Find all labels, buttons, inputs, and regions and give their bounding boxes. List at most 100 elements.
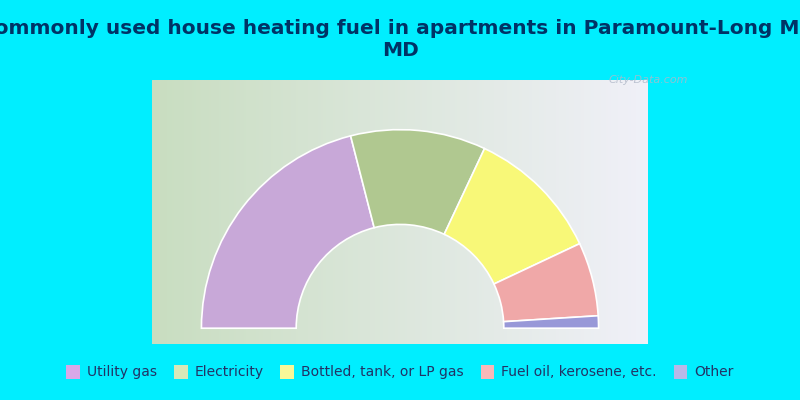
Bar [308, 80, 310, 344]
Bar [479, 80, 482, 344]
Bar [544, 80, 546, 344]
Bar [182, 80, 184, 344]
Wedge shape [494, 244, 598, 322]
Bar [154, 80, 157, 344]
Bar [636, 80, 638, 344]
Bar [405, 80, 407, 344]
Bar [517, 80, 519, 344]
Bar [368, 80, 370, 344]
Bar [628, 80, 631, 344]
Bar [157, 80, 159, 344]
Text: City-Data.com: City-Data.com [609, 75, 688, 85]
Bar [202, 80, 204, 344]
Bar [276, 80, 278, 344]
Bar [209, 80, 211, 344]
Bar [490, 80, 492, 344]
Bar [594, 80, 596, 344]
Bar [606, 80, 609, 344]
Bar [410, 80, 413, 344]
Bar [638, 80, 641, 344]
Bar [546, 80, 549, 344]
Bar [323, 80, 326, 344]
Bar [609, 80, 611, 344]
Bar [430, 80, 432, 344]
Bar [450, 80, 452, 344]
Bar [179, 80, 182, 344]
Bar [551, 80, 554, 344]
Bar [581, 80, 584, 344]
Bar [506, 80, 510, 344]
Bar [420, 80, 422, 344]
Bar [603, 80, 606, 344]
Bar [152, 80, 154, 344]
Bar [326, 80, 328, 344]
Bar [504, 80, 506, 344]
Bar [214, 80, 216, 344]
Bar [415, 80, 418, 344]
Wedge shape [202, 136, 374, 328]
Bar [457, 80, 459, 344]
Bar [514, 80, 517, 344]
Bar [634, 80, 636, 344]
Bar [442, 80, 445, 344]
Bar [522, 80, 524, 344]
Bar [343, 80, 346, 344]
Bar [534, 80, 537, 344]
Bar [566, 80, 569, 344]
Bar [529, 80, 531, 344]
Bar [226, 80, 229, 344]
Text: Most commonly used house heating fuel in apartments in Paramount-Long Meadow,
MD: Most commonly used house heating fuel in… [0, 20, 800, 60]
Bar [380, 80, 382, 344]
Bar [330, 80, 333, 344]
Bar [487, 80, 490, 344]
Bar [556, 80, 559, 344]
Bar [616, 80, 618, 344]
Bar [425, 80, 427, 344]
Bar [502, 80, 504, 344]
Bar [454, 80, 457, 344]
Bar [576, 80, 578, 344]
Bar [434, 80, 438, 344]
Bar [562, 80, 564, 344]
Bar [564, 80, 566, 344]
Bar [184, 80, 186, 344]
Bar [440, 80, 442, 344]
Bar [219, 80, 222, 344]
Bar [407, 80, 410, 344]
Bar [614, 80, 616, 344]
Bar [427, 80, 430, 344]
Bar [554, 80, 556, 344]
Bar [470, 80, 472, 344]
Bar [236, 80, 238, 344]
Bar [375, 80, 378, 344]
Bar [584, 80, 586, 344]
Bar [591, 80, 594, 344]
Bar [360, 80, 362, 344]
Bar [445, 80, 447, 344]
Bar [378, 80, 380, 344]
Bar [497, 80, 499, 344]
Bar [191, 80, 194, 344]
Bar [328, 80, 330, 344]
Bar [574, 80, 576, 344]
Bar [382, 80, 385, 344]
Bar [318, 80, 321, 344]
Bar [484, 80, 487, 344]
Bar [169, 80, 172, 344]
Bar [333, 80, 335, 344]
Bar [313, 80, 316, 344]
Bar [432, 80, 434, 344]
Bar [341, 80, 343, 344]
Bar [452, 80, 454, 344]
Bar [290, 80, 294, 344]
Bar [373, 80, 375, 344]
Bar [537, 80, 539, 344]
Bar [261, 80, 263, 344]
Bar [398, 80, 400, 344]
Bar [298, 80, 301, 344]
Bar [519, 80, 522, 344]
Bar [366, 80, 368, 344]
Bar [301, 80, 303, 344]
Bar [346, 80, 348, 344]
Wedge shape [503, 316, 598, 328]
